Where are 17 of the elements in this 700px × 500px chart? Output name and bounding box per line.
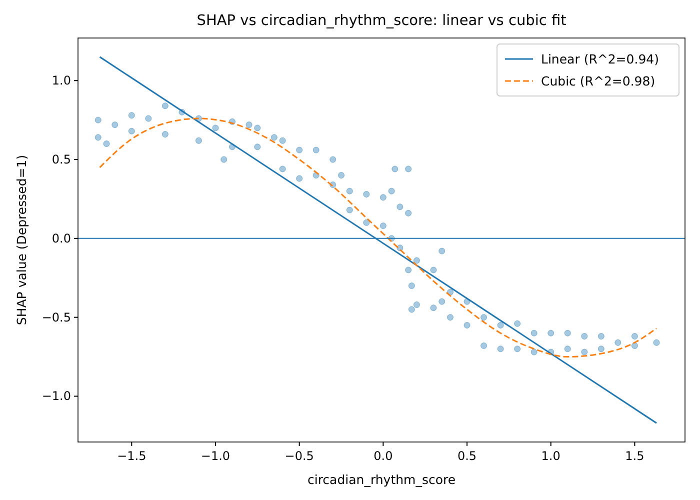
x-tick-label: 1.0	[541, 449, 560, 463]
y-tick-label: 0.0	[52, 231, 71, 246]
x-tick-label: −0.5	[284, 449, 314, 463]
x-tick-label: −1.5	[117, 449, 146, 463]
y-axis-title: SHAP value (Depressed=1)	[14, 154, 29, 326]
y-tick-label: 1.0	[52, 74, 71, 88]
y-tick-label: −1.0	[42, 389, 71, 404]
x-axis-title: circadian_rhythm_score	[307, 472, 456, 487]
legend-label: Linear (R^2=0.94)	[541, 52, 659, 66]
chart-title: SHAP vs circadian_rhythm_score: linear vs cubic fit	[196, 13, 567, 29]
x-tick-label: 0.0	[374, 449, 393, 463]
legend-label: Cubic (R^2=0.98)	[541, 74, 656, 88]
x-tick-label: −1.0	[200, 449, 230, 463]
x-tick-label: 0.5	[457, 449, 477, 463]
x-tick-label: 1.5	[625, 449, 644, 463]
y-tick-label: −0.5	[42, 310, 71, 324]
y-tick-label: 0.5	[52, 152, 71, 167]
